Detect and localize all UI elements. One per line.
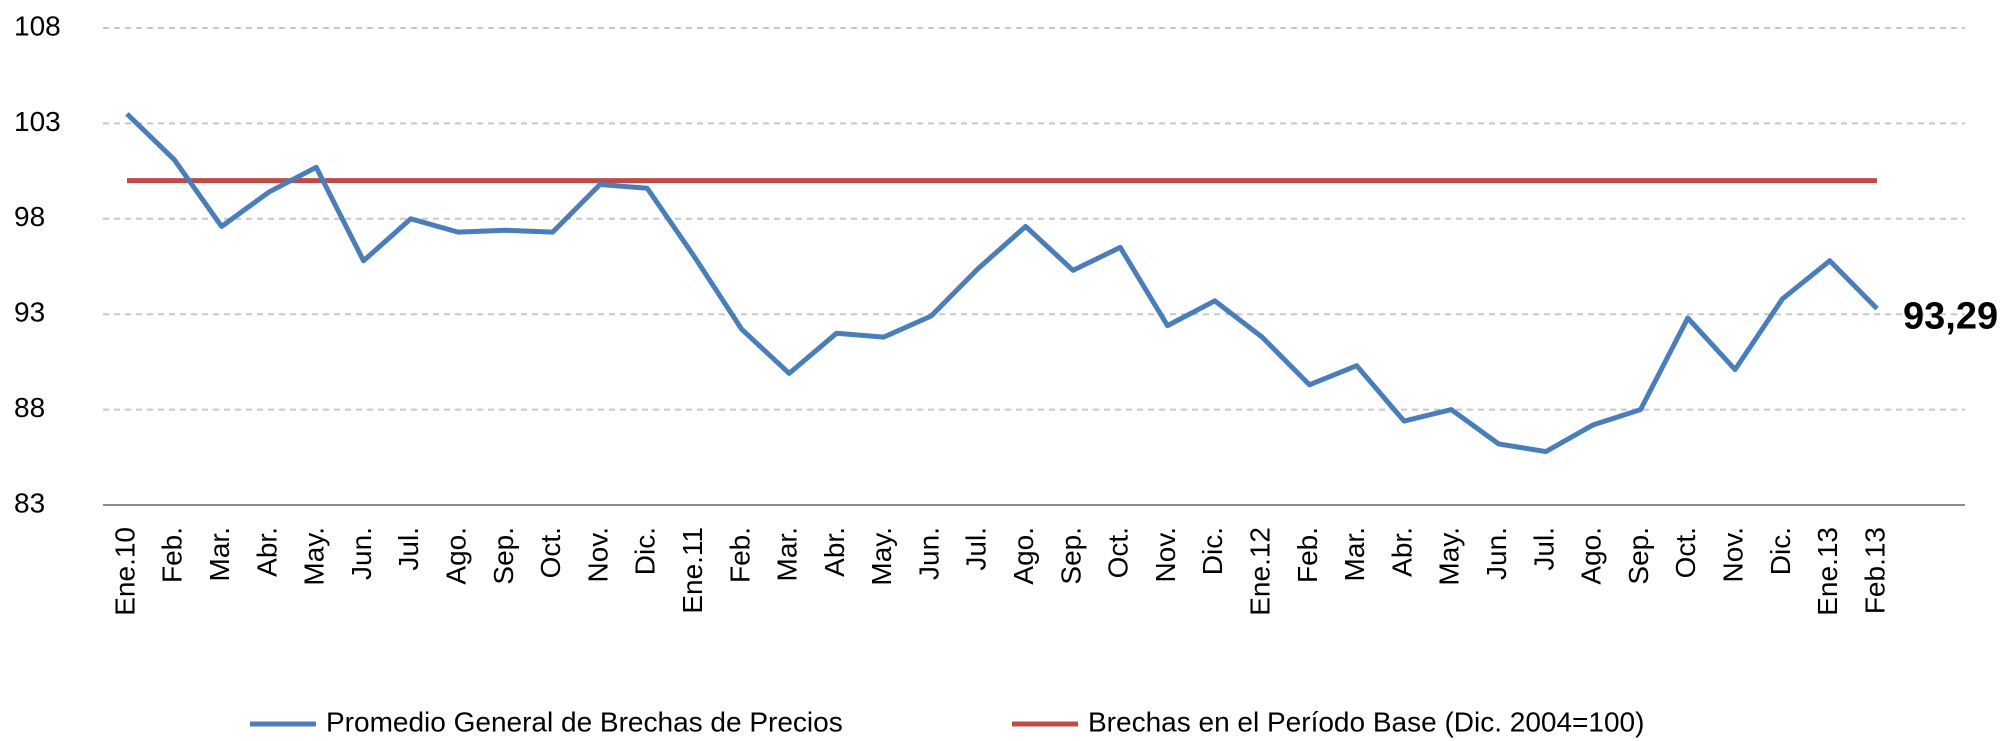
y-tick-label: 88 xyxy=(14,392,45,423)
x-tick-label: Dic. xyxy=(1197,527,1228,575)
x-tick-label: Ene.13 xyxy=(1812,527,1843,616)
x-tick-label: May. xyxy=(866,527,897,586)
x-tick-label: Ago. xyxy=(1008,527,1039,585)
x-tick-label: Feb. xyxy=(1292,527,1323,583)
y-tick-label: 83 xyxy=(14,487,45,518)
x-tick-label: Jun. xyxy=(913,527,944,580)
x-tick-label: Feb.13 xyxy=(1859,527,1890,614)
x-tick-label: Dic. xyxy=(1765,527,1796,575)
x-tick-label: Ene.12 xyxy=(1245,527,1276,616)
x-tick-label: Mar. xyxy=(1339,527,1370,581)
x-tick-label: Jul. xyxy=(961,527,992,571)
x-tick-label: Ene.11 xyxy=(677,527,708,614)
y-tick-label: 103 xyxy=(14,106,61,137)
x-tick-label: Mar. xyxy=(204,527,235,581)
x-tick-label: Ago. xyxy=(440,527,471,585)
x-tick-label: Jun. xyxy=(346,527,377,580)
legend-label: Promedio General de Brechas de Precios xyxy=(326,706,843,737)
x-tick-label: Abr. xyxy=(819,527,850,577)
series-line xyxy=(125,112,1879,455)
x-tick-label: Ago. xyxy=(1576,527,1607,585)
y-tick-label: 98 xyxy=(14,201,45,232)
x-tick-label: Abr. xyxy=(1386,527,1417,577)
x-tick-label: Jul. xyxy=(1528,527,1559,571)
x-tick-label: Mar. xyxy=(772,527,803,581)
x-tick-label: Oct. xyxy=(1103,527,1134,578)
x-tick-label: Ene.10 xyxy=(109,527,140,616)
legend-label: Brechas en el Período Base (Dic. 2004=10… xyxy=(1088,706,1644,737)
x-tick-label: Nov. xyxy=(1150,527,1181,583)
x-tick-label: Sep. xyxy=(1055,527,1086,585)
x-tick-label: Abr. xyxy=(251,527,282,577)
x-tick-label: Oct. xyxy=(535,527,566,578)
x-tick-label: Dic. xyxy=(630,527,661,575)
x-tick-label: Nov. xyxy=(1717,527,1748,583)
x-tick-label: May. xyxy=(1434,527,1465,586)
y-tick-label: 108 xyxy=(14,10,61,41)
x-tick-label: Sep. xyxy=(1623,527,1654,585)
x-tick-label: Oct. xyxy=(1670,527,1701,578)
x-tick-label: Sep. xyxy=(488,527,519,585)
x-tick-label: Nov. xyxy=(582,527,613,583)
data-label: 93,29 xyxy=(1903,296,1998,338)
x-tick-label: Feb. xyxy=(724,527,755,583)
y-tick-label: 93 xyxy=(14,297,45,328)
x-tick-label: May. xyxy=(299,527,330,586)
x-tick-label: Feb. xyxy=(157,527,188,583)
x-tick-label: Jun. xyxy=(1481,527,1512,580)
x-tick-label: Jul. xyxy=(393,527,424,571)
